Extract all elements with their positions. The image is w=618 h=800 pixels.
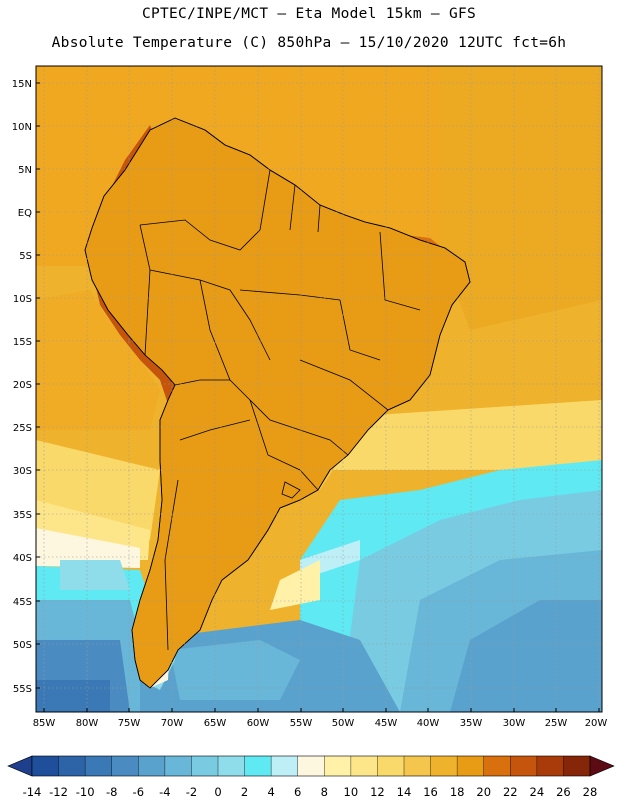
lat-label: 55S: [13, 684, 32, 695]
lat-label: 25S: [13, 423, 32, 434]
colorbar-label: 8: [321, 785, 328, 799]
colorbar-label: 2: [241, 785, 248, 799]
map-title-line1: CPTEC/INPE/MCT — Eta Model 15km — GFS: [141, 6, 477, 22]
colorbar-swatch: [164, 756, 192, 776]
lon-label: 65W: [204, 718, 227, 729]
colorbar-swatch: [510, 756, 538, 776]
lon-label: 60W: [247, 718, 270, 729]
colorbar-swatch: [536, 756, 564, 776]
colorbar-swatch: [350, 756, 378, 776]
lon-label: 30W: [503, 718, 526, 729]
colorbar-label: 22: [503, 785, 518, 799]
colorbar-swatch: [58, 756, 86, 776]
lat-label: 50S: [13, 640, 32, 651]
country-borders: [84, 117, 471, 689]
lon-label: 80W: [76, 718, 99, 729]
colorbar-swatch: [297, 756, 325, 776]
lat-label: 30S: [13, 466, 32, 477]
lat-label: 40S: [13, 553, 32, 564]
colorbar-label: 12: [370, 785, 385, 799]
map-title-line2: Absolute Temperature (C) 850hPa — 15/10/…: [51, 35, 567, 51]
colorbar-swatch: [483, 756, 511, 776]
lat-label: 45S: [13, 597, 32, 608]
colorbar-swatch: [377, 756, 405, 776]
colorbar-label: -2: [186, 785, 197, 799]
colorbar-label: 16: [423, 785, 438, 799]
lon-label: 25W: [545, 718, 568, 729]
lat-label: 20S: [13, 380, 32, 391]
colorbar-label: -14: [23, 785, 42, 799]
colorbar-swatch: [324, 756, 352, 776]
lon-label: 50W: [332, 718, 355, 729]
lat-label: 15N: [12, 79, 32, 90]
lon-label: 70W: [161, 718, 184, 729]
colorbar-swatch: [32, 756, 59, 776]
lon-label: 20W: [585, 718, 608, 729]
colorbar-swatch: [85, 756, 113, 776]
colorbar-swatch: [563, 756, 591, 776]
axis-ticks: [36, 82, 600, 712]
colorbar-swatch: [430, 756, 458, 776]
colorbar-label: 4: [267, 785, 274, 799]
colorbar-labels: -14 -12 -10 -8 -6 -4 -2 0 2 4 6 8 10 12 14 16 18 20 22 24 26…: [23, 785, 598, 799]
colorbar-label: -10: [76, 785, 95, 799]
colorbar-swatch: [404, 756, 431, 776]
lat-label: EQ: [18, 208, 32, 219]
colorbar-label: 14: [397, 785, 412, 799]
colorbar-swatch: [138, 756, 166, 776]
colorbar-label: 20: [476, 785, 491, 799]
colorbar-swatch: [111, 756, 139, 776]
lon-label: 75W: [118, 718, 141, 729]
lat-label: 5N: [18, 165, 32, 176]
colorbar-label: 26: [556, 785, 571, 799]
lon-label: 85W: [33, 718, 56, 729]
lon-label: 35W: [460, 718, 483, 729]
map-frame: [35, 65, 603, 713]
latitude-labels: 15N 10N 5N EQ 5S 10S 15S 20S 25S 30S 35S…: [12, 79, 32, 695]
colorbar-label: -4: [159, 785, 170, 799]
colorbar-label: 6: [294, 785, 301, 799]
colorbar-swatches: [31, 755, 591, 777]
lat-label: 5S: [19, 251, 32, 262]
lat-label: 10S: [13, 294, 32, 305]
colorbar-label: 0: [214, 785, 221, 799]
colorbar-swatch: [457, 756, 485, 776]
colorbar-label: 18: [450, 785, 465, 799]
colorbar-swatch: [218, 756, 245, 776]
lon-label: 45W: [375, 718, 398, 729]
colorbar-label: 10: [344, 785, 359, 799]
colorbar: -14 -12 -10 -8 -6 -4 -2 0 2 4 6 8 10 12 14 16 18 20 22 24 26…: [7, 755, 615, 799]
colorbar-label: -6: [133, 785, 144, 799]
longitude-labels: 85W 80W 75W 70W 65W 60W 55W 50W 45W 40W …: [33, 718, 608, 729]
colorbar-low-arrow: [7, 755, 33, 777]
lat-label: 10N: [12, 122, 32, 133]
colorbar-label: 24: [530, 785, 545, 799]
colorbar-label: -8: [106, 785, 117, 799]
colorbar-label: -12: [49, 785, 68, 799]
colorbar-swatch: [271, 756, 299, 776]
lat-label: 35S: [13, 510, 32, 521]
colorbar-swatch: [244, 756, 272, 776]
lon-label: 40W: [417, 718, 440, 729]
lon-label: 55W: [290, 718, 313, 729]
lat-label: 15S: [13, 337, 32, 348]
colorbar-label: 28: [583, 785, 598, 799]
colorbar-high-arrow: [589, 755, 615, 777]
colorbar-swatch: [191, 756, 219, 776]
